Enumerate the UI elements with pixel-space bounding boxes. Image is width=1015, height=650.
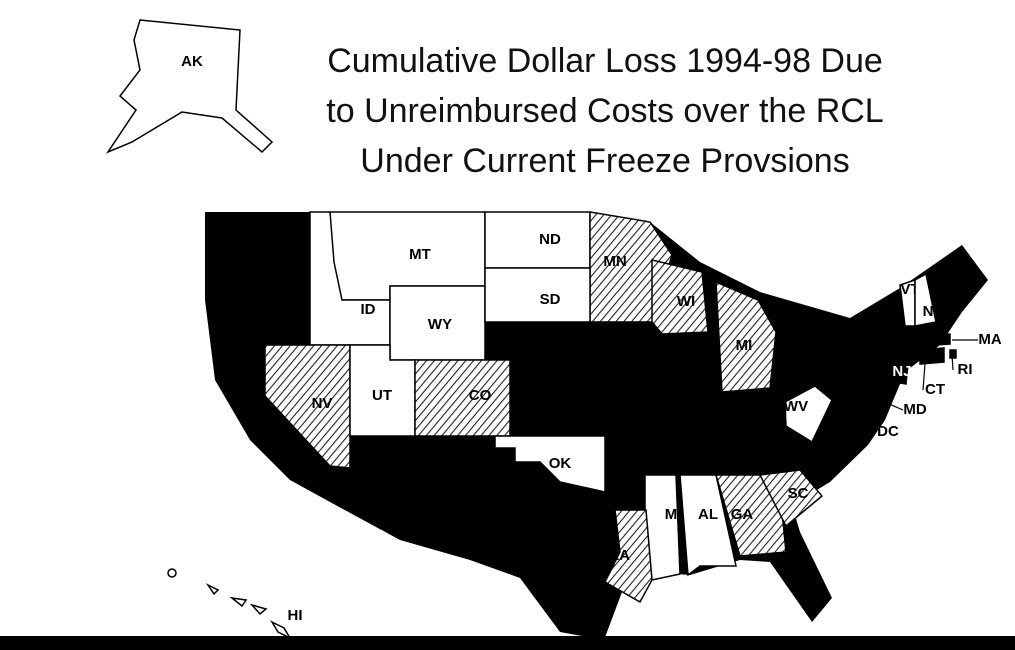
- state: [494, 435, 606, 493]
- state: [914, 272, 937, 327]
- state-label: SD: [540, 291, 561, 308]
- state: [838, 391, 884, 409]
- state: [106, 19, 274, 154]
- state-label: N: [923, 303, 934, 320]
- state-label: GA: [731, 506, 754, 523]
- state-label: MA: [978, 331, 1001, 348]
- state: [484, 267, 591, 323]
- state: [863, 417, 871, 425]
- state-label: UT: [372, 387, 392, 404]
- state: [715, 280, 777, 393]
- state: [758, 469, 824, 528]
- state: [484, 211, 591, 269]
- state-label: MS: [665, 506, 688, 523]
- state-label: LA: [610, 547, 630, 564]
- state: [949, 349, 957, 359]
- state: [414, 359, 511, 437]
- state: [714, 474, 787, 557]
- state: [264, 344, 351, 469]
- leader-line: [951, 353, 954, 371]
- state-label: WY: [428, 316, 452, 333]
- state-label: OK: [549, 455, 572, 472]
- bottom-bar: [0, 636, 1015, 650]
- leader-line: [879, 399, 904, 411]
- hawaii-islands: [167, 568, 292, 640]
- state-label: CT: [925, 381, 945, 398]
- state-label: NJ: [892, 363, 911, 380]
- state-label: WI: [677, 293, 695, 310]
- state-label: AL: [698, 506, 718, 523]
- state-label: MT: [409, 246, 431, 263]
- state-label: WV: [784, 398, 808, 415]
- state-label: MN: [603, 253, 626, 270]
- title-line: Cumulative Dollar Loss 1994-98 Due: [327, 42, 883, 80]
- state-label: CO: [469, 387, 492, 404]
- state: [604, 509, 653, 604]
- leader-line: [922, 363, 926, 391]
- state-label: HI: [288, 607, 303, 624]
- state-label: NV: [312, 395, 333, 412]
- state-label: MI: [736, 337, 753, 354]
- state-label: RI: [958, 361, 973, 378]
- state-label: MD: [903, 401, 926, 418]
- state: [784, 385, 833, 444]
- state-label: SC: [788, 485, 809, 502]
- state-label: ND: [539, 231, 561, 248]
- state: [893, 361, 909, 385]
- state: [679, 474, 737, 577]
- state-label: AK: [181, 53, 203, 70]
- state: [651, 259, 709, 335]
- title-line: Under Current Freeze Provsions: [360, 142, 849, 180]
- leader-line: [865, 421, 877, 433]
- state: [919, 333, 951, 347]
- state-label: ID: [361, 301, 376, 318]
- state: [919, 347, 945, 365]
- title-line: to Unreimbursed Costs over the RCL: [326, 92, 883, 130]
- state-label: DC: [877, 423, 899, 440]
